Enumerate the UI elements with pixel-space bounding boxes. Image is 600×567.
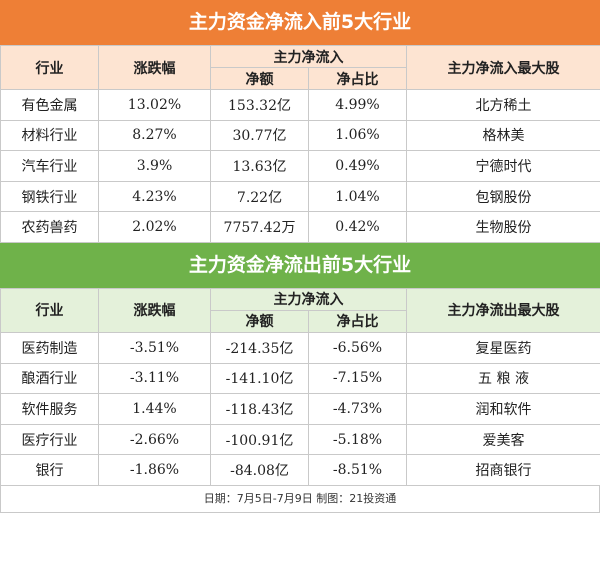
cell-industry: 软件服务: [0, 393, 99, 425]
cell-net-ratio: 0.42%: [308, 211, 407, 243]
cell-top-stock: 格林美: [406, 119, 600, 152]
table-row: 软件服务 1.44% -118.43亿 -4.73% 润和软件: [0, 393, 600, 425]
cell-net-ratio: 0.49%: [308, 150, 407, 182]
cell-net-amount: 30.77亿: [210, 119, 309, 152]
cell-net-amount: 7.22亿: [210, 180, 309, 213]
cell-net-amount: 153.32亿: [210, 89, 309, 121]
inflow-table-title: 主力资金净流入前5大行业: [0, 0, 600, 45]
table-row: 汽车行业 3.9% 13.63亿 0.49% 宁德时代: [0, 150, 600, 182]
cell-change: 4.23%: [98, 180, 211, 213]
cell-industry: 医药制造: [0, 331, 99, 364]
cell-net-ratio: -4.73%: [308, 393, 407, 425]
table-row: 有色金属 13.02% 153.32亿 4.99% 北方稀土: [0, 89, 600, 121]
cell-net-ratio: -8.51%: [308, 454, 407, 486]
header-net-ratio: 净占比: [308, 309, 407, 333]
source-footer: 日期：7月5日-7月9日 制图：21投资通: [0, 485, 600, 513]
cell-top-stock: 爱美客: [406, 423, 600, 456]
cell-top-stock: 包钢股份: [406, 180, 600, 213]
header-industry: 行业: [0, 287, 99, 333]
cell-change: 2.02%: [98, 211, 211, 243]
cell-change: 13.02%: [98, 89, 211, 121]
cell-top-stock: 宁德时代: [406, 150, 600, 182]
table-row: 农药兽药 2.02% 7757.42万 0.42% 生物股份: [0, 211, 600, 243]
cell-change: 3.9%: [98, 150, 211, 182]
cell-net-amount: -118.43亿: [210, 393, 309, 425]
table-row: 钢铁行业 4.23% 7.22亿 1.04% 包钢股份: [0, 180, 600, 213]
cell-net-ratio: 1.04%: [308, 180, 407, 213]
cell-net-ratio: 4.99%: [308, 89, 407, 121]
cell-top-stock: 生物股份: [406, 211, 600, 243]
header-top-stock: 主力净流出最大股: [406, 287, 600, 333]
cell-change: 1.44%: [98, 393, 211, 425]
cell-net-ratio: -5.18%: [308, 423, 407, 456]
header-top-stock: 主力净流入最大股: [406, 45, 600, 90]
cell-top-stock: 润和软件: [406, 393, 600, 425]
inflow-table: 行业 涨跌幅 主力净流入 主力净流入最大股 净额 净占比 有色金属 13.02% 1…: [0, 45, 600, 243]
cell-top-stock: 复星医药: [406, 331, 600, 364]
header-net-amount: 净额: [210, 309, 309, 333]
header-main-flow: 主力净流入: [210, 287, 407, 311]
cell-net-amount: -100.91亿: [210, 423, 309, 456]
header-net-ratio: 净占比: [308, 67, 407, 90]
table-row: 银行 -1.86% -84.08亿 -8.51% 招商银行: [0, 454, 600, 486]
cell-industry: 医疗行业: [0, 423, 99, 456]
table-row: 材料行业 8.27% 30.77亿 1.06% 格林美: [0, 119, 600, 152]
cell-change: 8.27%: [98, 119, 211, 152]
cell-industry: 钢铁行业: [0, 180, 99, 213]
cell-industry: 有色金属: [0, 89, 99, 121]
outflow-table-title: 主力资金净流出前5大行业: [0, 242, 600, 288]
cell-industry: 银行: [0, 454, 99, 486]
header-change: 涨跌幅: [98, 287, 211, 333]
cell-net-amount: -141.10亿: [210, 362, 309, 395]
cell-net-ratio: 1.06%: [308, 119, 407, 152]
outflow-table: 行业 涨跌幅 主力净流入 主力净流出最大股 净额 净占比 医药制造 -3.51% -…: [0, 287, 600, 486]
table-row: 酿酒行业 -3.11% -141.10亿 -7.15% 五 粮 液: [0, 362, 600, 395]
table-row: 医药制造 -3.51% -214.35亿 -6.56% 复星医药: [0, 331, 600, 364]
outflow-rows: 医药制造 -3.51% -214.35亿 -6.56% 复星医药 酿酒行业 -3.11% -1…: [0, 331, 600, 486]
cell-change: -2.66%: [98, 423, 211, 456]
cell-net-amount: -214.35亿: [210, 331, 309, 364]
cell-net-ratio: -6.56%: [308, 331, 407, 364]
cell-change: -1.86%: [98, 454, 211, 486]
cell-net-ratio: -7.15%: [308, 362, 407, 395]
cell-industry: 农药兽药: [0, 211, 99, 243]
header-main-flow: 主力净流入: [210, 45, 407, 68]
cell-change: -3.51%: [98, 331, 211, 364]
cell-industry: 汽车行业: [0, 150, 99, 182]
cell-net-amount: -84.08亿: [210, 454, 309, 486]
header-industry: 行业: [0, 45, 99, 90]
table-row: 医疗行业 -2.66% -100.91亿 -5.18% 爱美客: [0, 423, 600, 456]
cell-top-stock: 招商银行: [406, 454, 600, 486]
cell-change: -3.11%: [98, 362, 211, 395]
cell-top-stock: 北方稀土: [406, 89, 600, 121]
header-change: 涨跌幅: [98, 45, 211, 90]
inflow-rows: 有色金属 13.02% 153.32亿 4.99% 北方稀土 材料行业 8.27% 30.77…: [0, 89, 600, 243]
cell-industry: 材料行业: [0, 119, 99, 152]
cell-top-stock: 五 粮 液: [406, 362, 600, 395]
header-net-amount: 净额: [210, 67, 309, 90]
cell-net-amount: 13.63亿: [210, 150, 309, 182]
cell-industry: 酿酒行业: [0, 362, 99, 395]
cell-net-amount: 7757.42万: [210, 211, 309, 243]
